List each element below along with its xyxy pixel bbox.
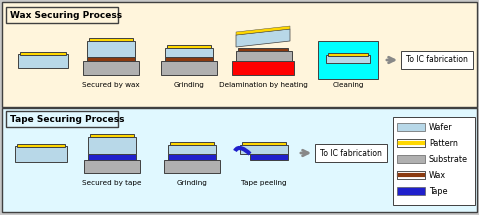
Text: To IC fabrication: To IC fabrication xyxy=(406,55,468,64)
Text: Grinding: Grinding xyxy=(177,180,207,186)
Text: Tape: Tape xyxy=(429,186,447,195)
Text: Substrate: Substrate xyxy=(429,155,468,163)
Bar xyxy=(397,155,425,163)
Text: Secured by tape: Secured by tape xyxy=(82,180,142,186)
Polygon shape xyxy=(236,29,290,47)
Bar xyxy=(6,7,118,23)
Bar xyxy=(397,171,425,179)
Text: Wafer: Wafer xyxy=(429,123,453,132)
Text: Tape peeling: Tape peeling xyxy=(241,180,287,186)
Bar xyxy=(401,51,473,69)
Bar xyxy=(6,111,118,127)
Bar xyxy=(168,145,216,154)
Bar xyxy=(168,154,216,160)
Bar xyxy=(232,61,294,75)
Bar xyxy=(164,160,220,173)
Bar xyxy=(88,137,136,154)
Text: Wax Securing Process: Wax Securing Process xyxy=(10,11,122,20)
Bar xyxy=(83,61,139,75)
Bar xyxy=(326,55,370,63)
Bar xyxy=(88,154,136,160)
Bar xyxy=(84,160,140,173)
Text: Grinding: Grinding xyxy=(173,82,205,88)
Text: Pattern: Pattern xyxy=(429,138,458,147)
Bar xyxy=(318,41,378,79)
Bar xyxy=(170,142,214,145)
Bar xyxy=(250,154,288,160)
Bar xyxy=(2,2,477,107)
Bar xyxy=(240,145,288,154)
Bar xyxy=(167,45,211,48)
Bar xyxy=(17,144,65,147)
Bar xyxy=(18,54,68,68)
Text: Cleaning: Cleaning xyxy=(332,82,364,88)
Bar xyxy=(90,134,134,137)
Bar xyxy=(397,139,425,147)
Polygon shape xyxy=(236,26,290,35)
Bar xyxy=(397,123,425,131)
Text: Wax: Wax xyxy=(429,170,446,180)
Bar xyxy=(397,139,425,147)
Bar xyxy=(315,144,387,162)
Bar xyxy=(393,117,475,205)
Text: Tape Securing Process: Tape Securing Process xyxy=(10,115,125,123)
Text: Secured by wax: Secured by wax xyxy=(82,82,140,88)
Bar xyxy=(236,51,292,61)
Bar xyxy=(2,108,477,212)
Bar xyxy=(242,142,286,145)
Bar xyxy=(15,146,67,162)
Bar xyxy=(161,61,217,75)
Bar xyxy=(87,41,135,57)
Bar xyxy=(328,53,368,56)
Bar xyxy=(165,48,213,57)
Bar xyxy=(165,57,213,61)
Bar xyxy=(397,171,425,179)
Bar xyxy=(238,48,288,51)
Text: To IC fabrication: To IC fabrication xyxy=(320,149,382,158)
Bar xyxy=(20,52,66,55)
Bar xyxy=(89,38,133,41)
Text: Delamination by heating: Delamination by heating xyxy=(218,82,308,88)
Bar xyxy=(87,57,135,61)
Bar xyxy=(397,187,425,195)
